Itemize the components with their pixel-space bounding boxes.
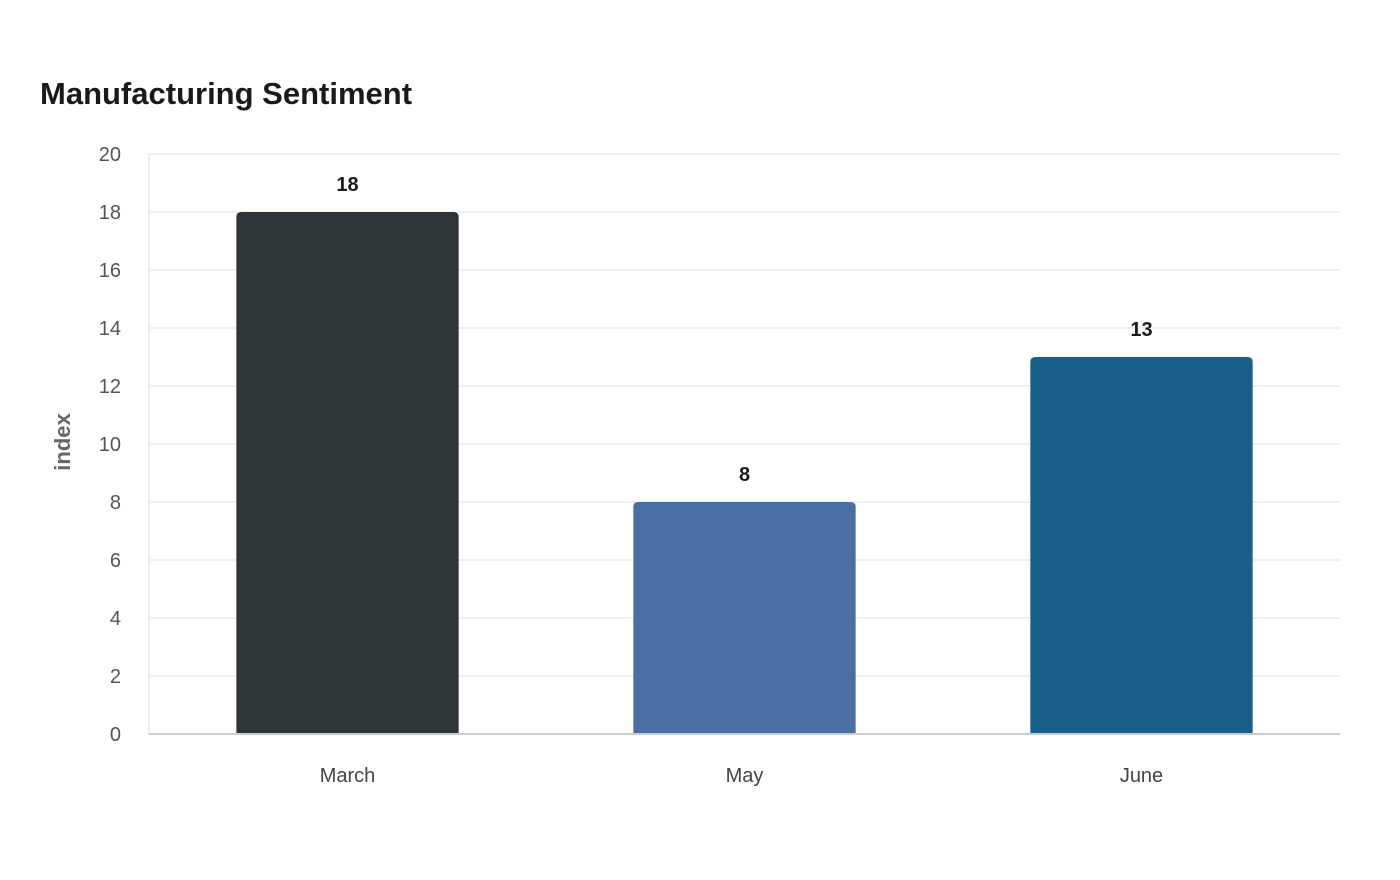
value-label-june: 13 — [1130, 319, 1152, 341]
y-axis-title: index — [50, 413, 75, 471]
value-label-may: 8 — [739, 464, 750, 486]
y-tick-label: 16 — [99, 260, 121, 282]
y-tick-label: 4 — [110, 608, 121, 630]
x-axis-ticks: March May June — [320, 765, 1163, 787]
y-tick-label: 2 — [110, 666, 121, 688]
value-label-march: 18 — [336, 174, 358, 196]
y-axis-ticks: 0 2 4 6 8 10 12 14 16 18 20 — [99, 144, 121, 746]
value-labels: 18 8 13 — [336, 174, 1152, 486]
y-tick-label: 14 — [99, 318, 121, 340]
bars — [236, 212, 1253, 734]
y-tick-label: 10 — [99, 434, 121, 456]
bar-march — [236, 212, 459, 734]
y-tick-label: 0 — [110, 724, 121, 746]
x-tick-label-march: March — [320, 765, 376, 787]
x-tick-label-june: June — [1120, 765, 1163, 787]
y-tick-label: 6 — [110, 550, 121, 572]
y-tick-label: 20 — [99, 144, 121, 166]
x-tick-label-may: May — [726, 765, 764, 787]
bar-may — [633, 502, 856, 734]
bar-june — [1030, 357, 1253, 734]
y-tick-label: 8 — [110, 492, 121, 514]
y-tick-label: 12 — [99, 376, 121, 398]
y-tick-label: 18 — [99, 202, 121, 224]
chart-title: Manufacturing Sentiment — [40, 76, 413, 111]
